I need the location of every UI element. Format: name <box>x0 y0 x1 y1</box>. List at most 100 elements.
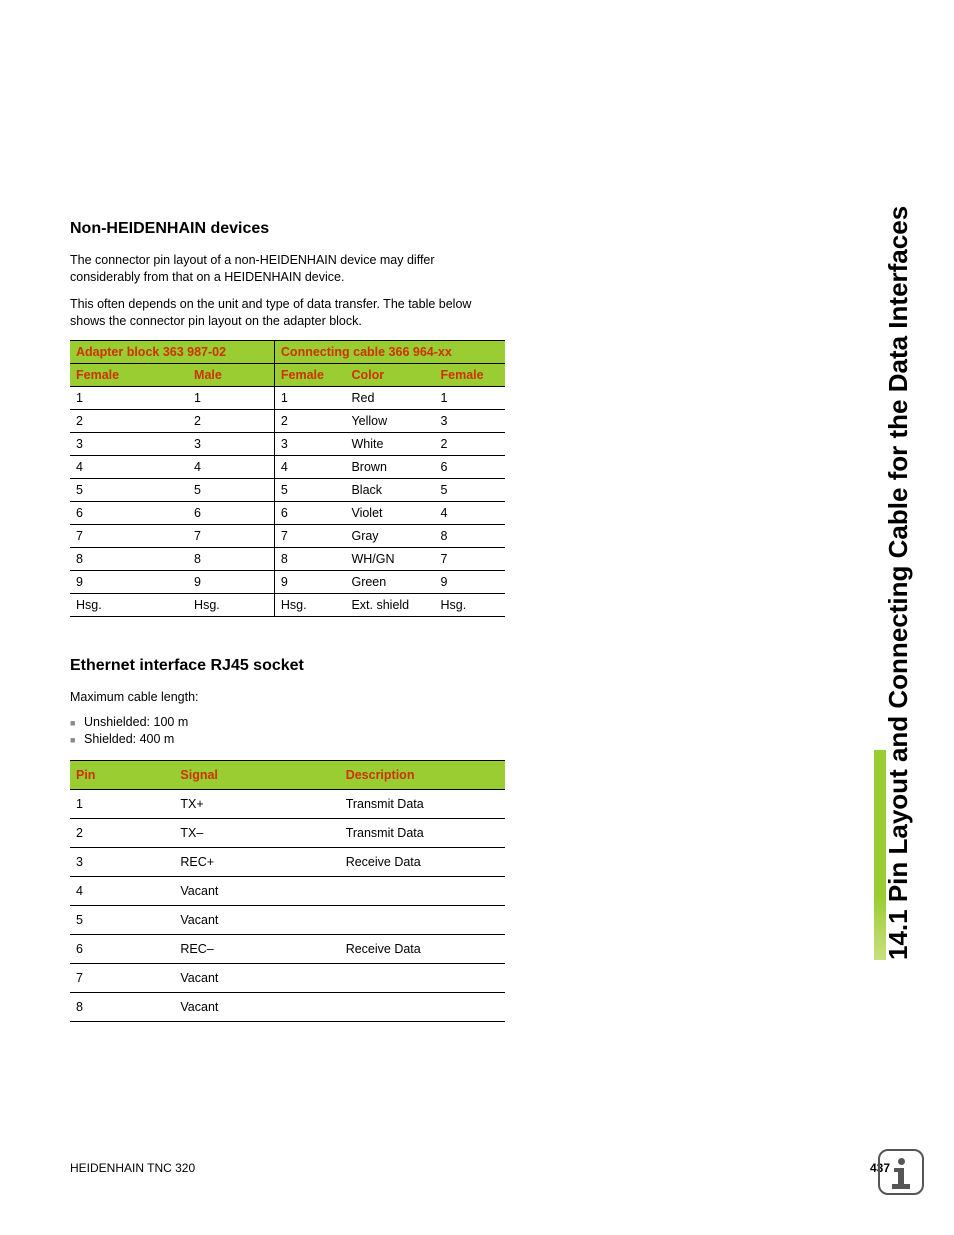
ethernet-pin-table: Pin Signal Description 1TX+Transmit Data… <box>70 760 505 1022</box>
table-cell: Hsg. <box>188 593 274 616</box>
table-cell: 6 <box>274 501 345 524</box>
table-header: Description <box>340 761 505 790</box>
adapter-block-table: Adapter block 363 987-02 Connecting cabl… <box>70 340 505 617</box>
table-cell: 6 <box>435 455 505 478</box>
table-group-header: Connecting cable 366 964-xx <box>274 340 505 363</box>
table-cell: 1 <box>188 386 274 409</box>
table-cell: 9 <box>435 570 505 593</box>
table-cell: 4 <box>70 455 188 478</box>
table-cell: REC+ <box>174 848 339 877</box>
table-cell: Black <box>345 478 434 501</box>
table-cell <box>340 964 505 993</box>
table-row: 5Vacant <box>70 906 505 935</box>
table-cell: Transmit Data <box>340 819 505 848</box>
table-sub-header: Female <box>435 363 505 386</box>
table-cell: Vacant <box>174 964 339 993</box>
table-cell: 3 <box>70 432 188 455</box>
table-cell: 8 <box>274 547 345 570</box>
side-chapter-title: 14.1 Pin Layout and Connecting Cable for… <box>883 220 914 960</box>
table-cell: 5 <box>70 906 174 935</box>
table-cell: 1 <box>70 790 174 819</box>
table-cell: 2 <box>435 432 505 455</box>
table-cell: 1 <box>70 386 188 409</box>
table-row: 444Brown6 <box>70 455 505 478</box>
info-icon <box>878 1149 924 1195</box>
bullet-item: Unshielded: 100 m <box>70 715 505 729</box>
table-cell: REC– <box>174 935 339 964</box>
table-cell: 6 <box>70 501 188 524</box>
table-row: 4Vacant <box>70 877 505 906</box>
bullet-list: Unshielded: 100 m Shielded: 400 m <box>70 715 505 746</box>
table-cell: 4 <box>274 455 345 478</box>
table-cell: 2 <box>70 819 174 848</box>
table-row: 1TX+Transmit Data <box>70 790 505 819</box>
table-cell: 9 <box>188 570 274 593</box>
table-row: 222Yellow3 <box>70 409 505 432</box>
table-cell: Gray <box>345 524 434 547</box>
table-cell: 5 <box>435 478 505 501</box>
table-cell: Red <box>345 386 434 409</box>
table-cell: 9 <box>70 570 188 593</box>
table-cell: 4 <box>435 501 505 524</box>
table-row: 111Red1 <box>70 386 505 409</box>
table-cell: 1 <box>435 386 505 409</box>
table-header: Pin <box>70 761 174 790</box>
section-heading-ethernet: Ethernet interface RJ45 socket <box>70 657 505 675</box>
table-cell: Vacant <box>174 993 339 1022</box>
table-group-header: Adapter block 363 987-02 <box>70 340 274 363</box>
table-cell: Receive Data <box>340 848 505 877</box>
table-cell: 3 <box>70 848 174 877</box>
table-cell: 4 <box>70 877 174 906</box>
table-cell: 7 <box>188 524 274 547</box>
table-cell: Hsg. <box>70 593 188 616</box>
table-cell: WH/GN <box>345 547 434 570</box>
table-cell: 6 <box>188 501 274 524</box>
table-cell: 5 <box>70 478 188 501</box>
table-cell: TX– <box>174 819 339 848</box>
table-header: Signal <box>174 761 339 790</box>
table-cell: 8 <box>70 547 188 570</box>
table-cell: Vacant <box>174 906 339 935</box>
table-row: 555Black5 <box>70 478 505 501</box>
table-cell <box>340 906 505 935</box>
table-cell <box>340 877 505 906</box>
table-row: 2TX–Transmit Data <box>70 819 505 848</box>
table-cell: TX+ <box>174 790 339 819</box>
table-row: 777Gray8 <box>70 524 505 547</box>
table-cell: Vacant <box>174 877 339 906</box>
table-cell: Green <box>345 570 434 593</box>
table-sub-header: Female <box>274 363 345 386</box>
table-row: 333White2 <box>70 432 505 455</box>
table-cell: Brown <box>345 455 434 478</box>
table-cell: 8 <box>435 524 505 547</box>
table-cell: 4 <box>188 455 274 478</box>
paragraph: The connector pin layout of a non-HEIDEN… <box>70 252 505 286</box>
table-cell: 7 <box>70 964 174 993</box>
page-footer: HEIDENHAIN TNC 320 437 <box>70 1161 890 1175</box>
table-cell: 7 <box>70 524 188 547</box>
table-row: 999Green9 <box>70 570 505 593</box>
table-cell: 9 <box>274 570 345 593</box>
footer-product: HEIDENHAIN TNC 320 <box>70 1161 195 1175</box>
table-cell: Receive Data <box>340 935 505 964</box>
table-cell: Hsg. <box>435 593 505 616</box>
table-row: 8Vacant <box>70 993 505 1022</box>
section-heading-nonheidenhain: Non-HEIDENHAIN devices <box>70 220 505 238</box>
table-cell: 7 <box>435 547 505 570</box>
table-row: 888WH/GN7 <box>70 547 505 570</box>
table-sub-header: Color <box>345 363 434 386</box>
table-cell: Ext. shield <box>345 593 434 616</box>
bullet-item: Shielded: 400 m <box>70 732 505 746</box>
table-row: 3REC+Receive Data <box>70 848 505 877</box>
table-cell: 2 <box>274 409 345 432</box>
table-cell: 8 <box>70 993 174 1022</box>
table-row: 6REC–Receive Data <box>70 935 505 964</box>
table-cell: Yellow <box>345 409 434 432</box>
table-cell: 7 <box>274 524 345 547</box>
paragraph: This often depends on the unit and type … <box>70 296 505 330</box>
table-sub-header: Female <box>70 363 188 386</box>
table-cell <box>340 993 505 1022</box>
table-cell: 3 <box>274 432 345 455</box>
table-row: Hsg.Hsg.Hsg.Ext. shieldHsg. <box>70 593 505 616</box>
table-row: 7Vacant <box>70 964 505 993</box>
